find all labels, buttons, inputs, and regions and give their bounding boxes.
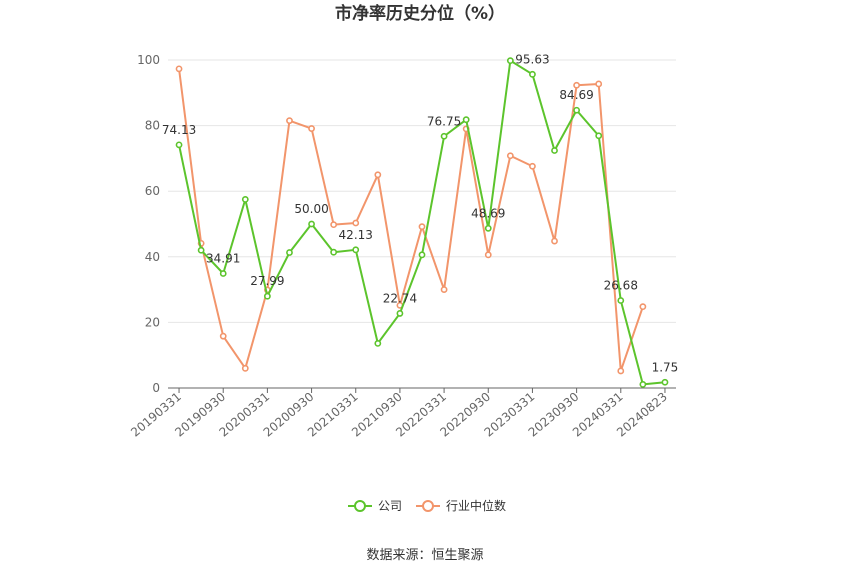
data-label: 34.91 — [206, 251, 240, 265]
data-point[interactable] — [396, 310, 404, 317]
legend-marker — [422, 500, 434, 512]
grid — [168, 59, 676, 323]
x-axis: 2019033120190930202003312020093020210331… — [128, 388, 670, 440]
data-point[interactable] — [418, 251, 426, 259]
legend-label[interactable]: 行业中位数 — [446, 498, 506, 513]
data-label: 22.74 — [383, 291, 417, 305]
data-point[interactable] — [374, 339, 382, 347]
series-line — [178, 59, 666, 386]
data-point[interactable] — [308, 220, 315, 228]
data-labels: 74.13 34.91 27.99 50.00 42.13 22.74 76.75 48.69… — [162, 52, 678, 374]
data-label: 76.75 — [427, 114, 461, 128]
data-point[interactable] — [330, 221, 338, 229]
data-point[interactable] — [595, 80, 603, 88]
data-point[interactable] — [551, 237, 558, 245]
data-point[interactable] — [219, 270, 227, 277]
series-0 — [175, 57, 669, 388]
data-point[interactable] — [617, 297, 625, 304]
data-point[interactable] — [440, 132, 448, 140]
data-point[interactable] — [484, 224, 492, 232]
data-point[interactable] — [286, 117, 293, 125]
data-point[interactable] — [352, 246, 360, 254]
data-point[interactable] — [573, 81, 581, 89]
data-point[interactable] — [241, 195, 249, 203]
data-label: 26.68 — [604, 278, 638, 292]
series-line — [178, 68, 644, 372]
source-note: 数据来源：恒生聚源 — [366, 548, 483, 563]
data-point[interactable] — [241, 364, 249, 372]
data-point[interactable] — [506, 152, 514, 160]
data-label: 95.63 — [515, 52, 549, 66]
y-tick-label: 80 — [145, 119, 160, 133]
data-point[interactable] — [418, 223, 426, 231]
data-point[interactable] — [639, 380, 647, 388]
data-point[interactable] — [374, 171, 382, 179]
data-point[interactable] — [219, 332, 227, 340]
data-point[interactable] — [440, 286, 448, 293]
data-point[interactable] — [595, 132, 603, 140]
data-label: 74.13 — [162, 123, 196, 137]
data-point[interactable] — [661, 378, 669, 386]
data-label: 84.69 — [559, 88, 593, 102]
legend-marker — [354, 500, 366, 512]
y-tick-label: 40 — [145, 250, 160, 264]
y-axis: 0 20 40 60 80 100 — [137, 53, 160, 395]
data-point[interactable] — [573, 106, 581, 114]
data-point[interactable] — [286, 249, 293, 256]
data-point[interactable] — [506, 57, 514, 65]
data-point[interactable] — [617, 367, 625, 375]
y-tick-label: 60 — [145, 184, 160, 198]
data-point[interactable] — [175, 65, 183, 73]
data-point[interactable] — [330, 248, 338, 256]
data-point[interactable] — [263, 292, 271, 300]
data-label: 27.99 — [250, 274, 284, 288]
data-label: 42.13 — [339, 228, 373, 242]
data-point[interactable] — [529, 70, 536, 78]
data-point[interactable] — [639, 303, 647, 311]
series-1 — [175, 65, 647, 375]
data-label: 1.75 — [652, 360, 679, 374]
data-point[interactable] — [462, 116, 470, 124]
data-point[interactable] — [197, 246, 205, 254]
legend-label[interactable]: 公司 — [378, 499, 402, 513]
data-label: 50.00 — [294, 202, 328, 216]
data-point[interactable] — [175, 141, 183, 149]
legend: 公司 行业中位数 — [348, 498, 506, 513]
y-tick-label: 100 — [137, 53, 160, 67]
y-tick-label: 0 — [152, 381, 160, 395]
y-tick-label: 20 — [145, 315, 160, 329]
data-point[interactable] — [352, 219, 360, 227]
data-point[interactable] — [484, 251, 492, 259]
data-label: 48.69 — [471, 206, 505, 220]
data-point[interactable] — [308, 125, 315, 132]
data-point[interactable] — [551, 147, 558, 154]
data-point[interactable] — [529, 162, 536, 170]
chart-title: 市净率历史分位（%） — [335, 3, 505, 24]
series-layer — [175, 57, 669, 388]
